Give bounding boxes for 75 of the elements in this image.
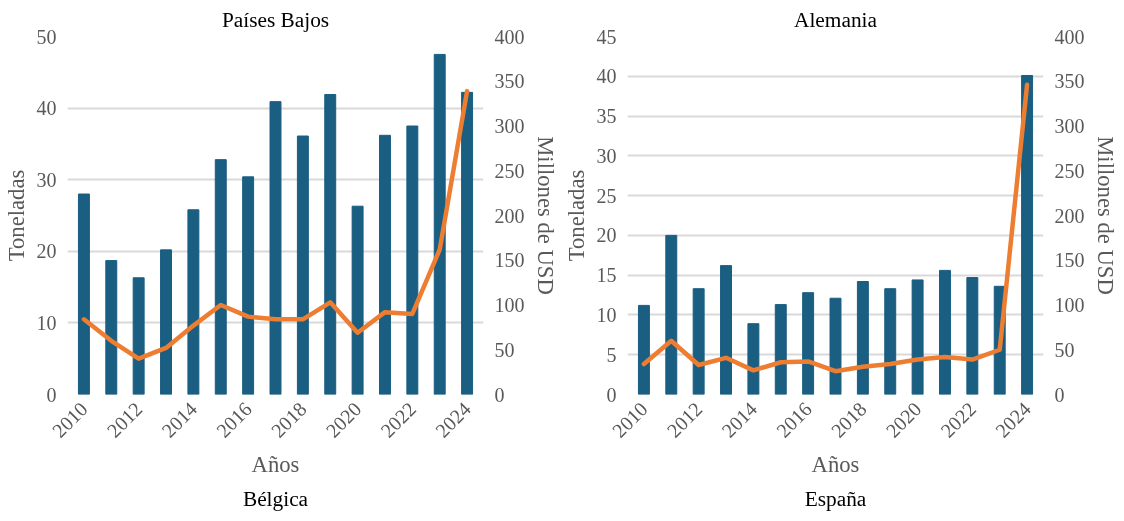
bar <box>939 269 951 395</box>
y-tick-label: 0 <box>46 383 57 406</box>
chart-title: Países Bajos <box>221 7 330 32</box>
chart-title: Alemania <box>794 7 878 32</box>
y2-tick-label: 250 <box>1054 159 1085 182</box>
y2-tick-label: 250 <box>494 159 525 182</box>
y2-tick-label: 150 <box>494 249 525 272</box>
x-axis-title: Años <box>811 451 860 477</box>
y2-axis-title: Millones de USD <box>532 136 558 295</box>
y2-tick-label: 0 <box>494 383 505 406</box>
bar <box>747 323 760 395</box>
y-tick-label: 30 <box>596 144 617 167</box>
x-axis-title: Años <box>251 451 300 477</box>
bar <box>692 288 705 395</box>
y2-tick-label: 350 <box>494 70 525 93</box>
text: Bélgica <box>242 486 309 511</box>
y-tick-label: 20 <box>36 240 57 263</box>
y-tick-label: 40 <box>36 97 57 120</box>
y-tick-label: 15 <box>596 264 617 287</box>
bar <box>461 91 474 395</box>
bar <box>324 94 337 395</box>
bar <box>774 304 787 395</box>
bar <box>105 260 118 395</box>
y-tick-label: 40 <box>596 65 617 88</box>
bar <box>379 134 391 395</box>
y2-tick-label: 300 <box>1054 115 1085 137</box>
bar <box>160 249 172 395</box>
bar <box>802 292 815 395</box>
y2-tick-label: 350 <box>1054 70 1085 93</box>
y2-tick-label: 100 <box>494 294 525 316</box>
y-tick-label: 45 <box>596 25 617 48</box>
bar <box>77 193 90 395</box>
bar <box>187 209 200 395</box>
y-axis-title: Toneladas <box>3 169 29 262</box>
bar <box>132 277 145 395</box>
y2-tick-label: 150 <box>1054 249 1085 272</box>
bar <box>637 304 650 395</box>
bar <box>214 159 227 395</box>
line-series <box>641 82 1030 374</box>
bar <box>242 176 255 395</box>
y-axis-title: Toneladas <box>563 169 589 262</box>
line-series <box>81 88 470 361</box>
y-tick-label: 0 <box>606 383 617 406</box>
bar <box>665 234 678 395</box>
text: España <box>804 486 867 511</box>
y2-tick-label: 50 <box>1054 338 1075 361</box>
y-tick-label: 10 <box>596 303 617 326</box>
bar <box>351 205 364 395</box>
bar <box>829 297 842 395</box>
bar <box>1021 74 1034 395</box>
y-tick-label: 25 <box>596 184 617 207</box>
bar <box>911 279 924 395</box>
bar <box>433 53 446 395</box>
bar <box>884 288 897 395</box>
y2-tick-label: 100 <box>1054 294 1085 316</box>
y2-axis-title: Millones de USD <box>1092 136 1118 295</box>
bar <box>720 265 732 395</box>
y2-tick-label: 300 <box>494 115 525 137</box>
bar <box>269 101 282 395</box>
y-tick-label: 20 <box>596 224 617 247</box>
y2-tick-label: 0 <box>1054 383 1065 406</box>
y-tick-label: 5 <box>606 343 617 366</box>
y2-tick-label: 400 <box>494 25 525 48</box>
y-tick-label: 10 <box>36 311 57 334</box>
y-tick-label: 35 <box>596 105 617 128</box>
bar <box>406 125 419 395</box>
y-tick-label: 30 <box>36 168 57 191</box>
y2-tick-label: 200 <box>1054 204 1085 227</box>
bar <box>966 277 979 395</box>
bar <box>856 281 869 395</box>
bar <box>296 135 309 395</box>
y2-tick-label: 400 <box>1054 25 1085 48</box>
y2-tick-label: 200 <box>494 204 525 227</box>
y-tick-label: 50 <box>36 25 57 48</box>
y2-tick-label: 50 <box>494 338 515 361</box>
